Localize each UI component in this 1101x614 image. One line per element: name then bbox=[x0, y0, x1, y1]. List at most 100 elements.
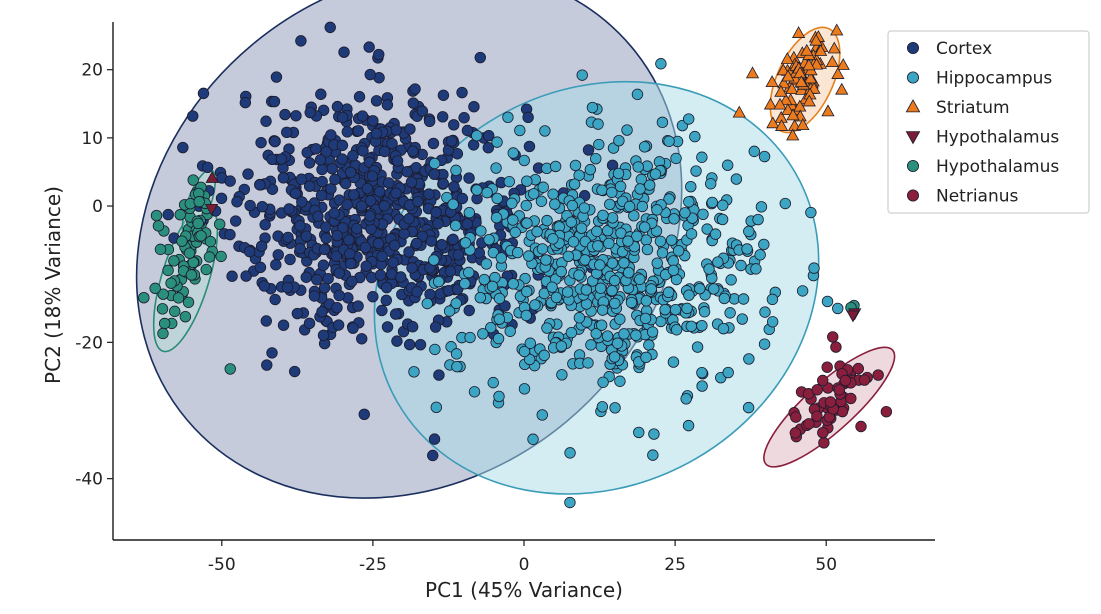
data-point bbox=[662, 286, 675, 299]
data-point bbox=[303, 157, 316, 169]
data-point bbox=[670, 324, 683, 336]
ticks: -50 -25 0 25 50 -40 -20 0 10 20 bbox=[75, 61, 837, 575]
data-point bbox=[224, 228, 236, 241]
data-point bbox=[364, 68, 376, 81]
data-point bbox=[376, 304, 388, 317]
data-point bbox=[758, 338, 771, 350]
data-point bbox=[549, 160, 562, 173]
data-point bbox=[463, 206, 476, 219]
data-point bbox=[623, 200, 636, 213]
data-point bbox=[372, 237, 385, 250]
data-point bbox=[268, 95, 281, 108]
data-point bbox=[444, 265, 457, 278]
data-point bbox=[311, 274, 323, 286]
data-point bbox=[709, 228, 722, 240]
data-point bbox=[596, 401, 609, 413]
data-point bbox=[630, 329, 642, 341]
data-point bbox=[555, 265, 567, 278]
data-point bbox=[659, 303, 671, 316]
data-point bbox=[185, 269, 198, 281]
data-point bbox=[681, 302, 693, 315]
data-point bbox=[388, 239, 401, 252]
data-point bbox=[461, 124, 474, 137]
data-point bbox=[507, 278, 519, 290]
data-point bbox=[374, 185, 386, 198]
data-point bbox=[833, 384, 845, 396]
data-point bbox=[824, 396, 837, 408]
data-point bbox=[741, 243, 753, 255]
y-tick-label: 0 bbox=[92, 197, 103, 217]
data-point bbox=[779, 93, 793, 106]
data-point bbox=[541, 214, 553, 227]
data-point bbox=[328, 207, 340, 219]
data-point bbox=[409, 83, 421, 95]
legend-entry: Hypothalamus bbox=[907, 157, 1059, 177]
data-point bbox=[580, 284, 593, 296]
data-point bbox=[183, 247, 196, 259]
data-point bbox=[179, 310, 192, 323]
data-point bbox=[347, 150, 359, 162]
data-point bbox=[718, 292, 730, 305]
data-point bbox=[568, 178, 581, 190]
data-point bbox=[639, 312, 652, 325]
data-point bbox=[316, 306, 328, 318]
data-point bbox=[391, 335, 403, 347]
legend-entry: Striatum bbox=[905, 98, 1010, 118]
data-point bbox=[609, 274, 621, 287]
data-point bbox=[490, 162, 502, 174]
data-point bbox=[312, 210, 324, 222]
legend-entry: Hypothalamus bbox=[905, 128, 1059, 148]
data-point bbox=[835, 82, 849, 95]
data-point bbox=[585, 339, 597, 351]
data-point bbox=[478, 273, 490, 286]
data-point bbox=[174, 209, 186, 221]
data-point bbox=[404, 123, 416, 135]
data-point bbox=[356, 200, 368, 212]
data-point bbox=[480, 258, 493, 270]
data-point bbox=[748, 145, 760, 158]
data-point bbox=[706, 196, 718, 209]
data-point bbox=[367, 290, 379, 303]
data-point bbox=[452, 249, 465, 261]
data-point bbox=[491, 136, 503, 148]
data-point bbox=[279, 108, 291, 121]
data-point bbox=[381, 321, 394, 333]
data-point bbox=[523, 353, 536, 366]
data-point bbox=[745, 66, 760, 79]
data-point bbox=[374, 269, 387, 281]
data-point bbox=[373, 48, 385, 61]
data-point bbox=[696, 366, 708, 379]
x-tick-label: 0 bbox=[519, 555, 530, 575]
data-point bbox=[825, 55, 839, 67]
data-point bbox=[817, 426, 829, 439]
data-point bbox=[390, 124, 402, 136]
data-point bbox=[721, 159, 734, 171]
data-point bbox=[224, 363, 236, 375]
data-point bbox=[705, 178, 717, 190]
data-point bbox=[395, 271, 407, 283]
data-point bbox=[487, 376, 499, 389]
data-point bbox=[618, 257, 630, 269]
data-point bbox=[461, 218, 474, 230]
data-point bbox=[240, 270, 252, 282]
data-point bbox=[716, 213, 729, 226]
data-point bbox=[464, 331, 476, 344]
data-point bbox=[531, 226, 543, 238]
data-point bbox=[717, 323, 730, 335]
data-point bbox=[608, 351, 621, 363]
data-point bbox=[638, 141, 651, 153]
data-point bbox=[410, 237, 423, 250]
data-point bbox=[743, 225, 755, 238]
data-point bbox=[310, 143, 322, 155]
data-point bbox=[239, 96, 252, 109]
data-point bbox=[537, 181, 549, 193]
data-point bbox=[436, 111, 449, 123]
data-point bbox=[827, 331, 839, 343]
data-point bbox=[177, 141, 189, 154]
data-point bbox=[356, 110, 369, 122]
data-point bbox=[182, 296, 195, 308]
data-point bbox=[291, 307, 304, 320]
data-point bbox=[569, 159, 582, 172]
data-point bbox=[614, 180, 627, 193]
data-point bbox=[336, 139, 349, 152]
